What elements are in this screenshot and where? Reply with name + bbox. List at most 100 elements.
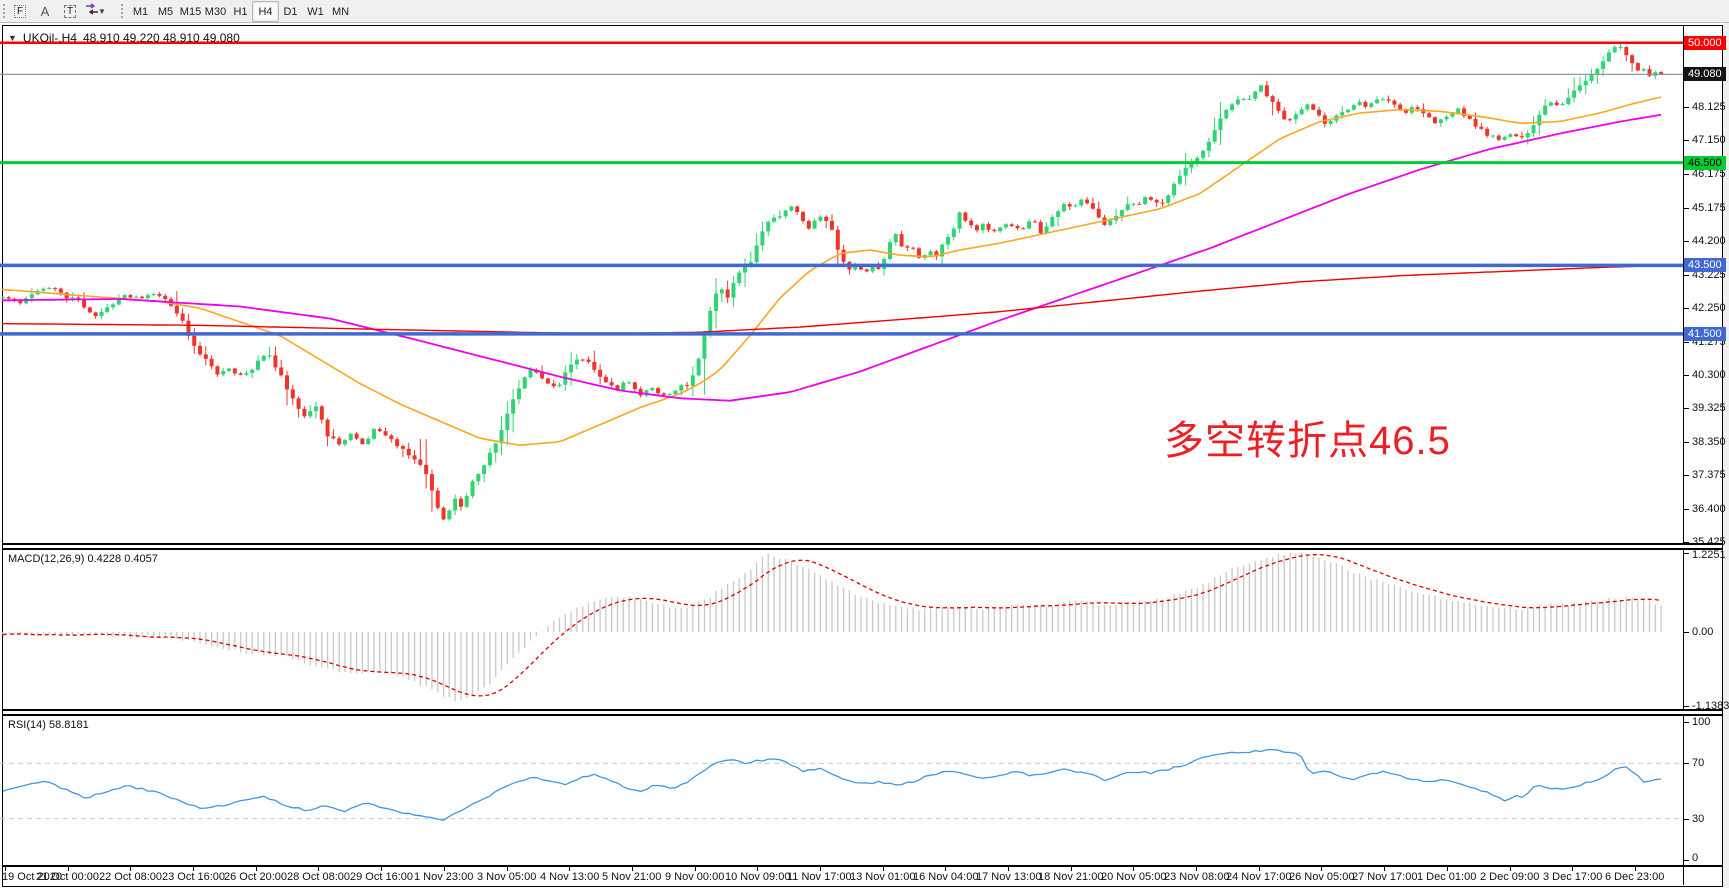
time-tick-label: 1 Dec 01:00 [1417,871,1477,883]
candle-body [1009,224,1014,226]
time-tick-mark [381,867,382,871]
timeframe-button-m5[interactable]: M5 [157,5,174,18]
text-tool-icon[interactable]: T [58,1,82,22]
time-axis-line [3,865,1722,867]
timeframe-button-w1[interactable]: W1 [307,5,324,18]
candle-body [1363,101,1368,107]
toolbar-drag-handle[interactable] [2,3,6,19]
candle-body [331,436,336,439]
candle-body [377,429,382,432]
price-tick-label: 42.250 [1692,302,1726,314]
time-tick-mark [1510,867,1511,871]
main-macd-separator[interactable] [3,543,1722,550]
candle-body [557,384,562,387]
candle-body [1322,115,1327,124]
time-tick-mark [695,867,696,871]
toolbar-group-handle[interactable] [120,3,124,19]
chart-title: ▼ UKOil-,H4 48.910 49.220 48.910 49.080 [8,31,240,45]
dropdown-caret-icon: ▼ [98,7,106,16]
candle-body [58,288,63,293]
price-level-tag-41.500: 41.500 [1684,327,1726,341]
objects-grid-icon[interactable]: F [8,1,32,22]
candle-body [812,220,817,229]
timeframe-button-d1[interactable]: D1 [283,5,298,18]
timeframe-button-m1[interactable]: M1 [132,5,149,18]
time-tick-label: 13 Nov 01:00 [850,871,916,883]
candle-body [1398,104,1403,110]
candle-body [371,429,376,439]
candle-body [1346,109,1351,113]
candle-body [0,297,5,299]
candle-body [493,443,498,453]
candle-body [441,507,446,520]
candle-body [911,247,916,249]
candle-body [963,212,968,221]
time-tick-mark [1196,867,1197,871]
candle-body [598,369,603,377]
candle-body [482,465,487,475]
candle-body [105,307,110,312]
candle-body [1201,150,1206,158]
candle-body [1380,99,1385,101]
candle-body [754,245,759,263]
grid-f-icon: F [13,5,27,18]
candle-body [841,249,846,262]
candle-body [1467,115,1472,119]
candle-body [1003,224,1008,228]
candle-body [1369,103,1374,107]
font-tool-icon[interactable]: A [40,4,50,19]
candle-body [400,446,405,449]
macd-rsi-separator[interactable] [3,709,1722,716]
rsi-tick-mark [1684,763,1689,764]
time-tick-mark [757,867,758,871]
timeframe-button-mn[interactable]: MN [331,5,350,18]
candle-body [163,295,168,300]
time-tick-mark [1572,867,1573,871]
candle-body [592,361,597,370]
timeframe-button-h4[interactable]: H4 [252,1,279,22]
candle-body [1351,105,1356,110]
candle-body [1230,104,1235,110]
price-tick-mark [1684,107,1689,108]
timeframe-button-h1[interactable]: H1 [233,5,248,18]
time-tick-label: 27 Nov 17:00 [1352,871,1418,883]
candle-body [470,481,475,497]
candle-body [679,385,684,391]
candle-body [1577,85,1582,91]
candle-body [1073,205,1078,207]
arrange-arrows-button[interactable]: ▼ [83,1,119,22]
time-tick-label: 9 Nov 00:00 [665,871,725,883]
candle-body [516,388,521,400]
candle-body [296,398,301,409]
time-tick-label: 20 Nov 05:00 [1101,871,1167,883]
candle-body [1392,100,1397,105]
candle-body [319,406,324,420]
rsi-line [2,748,1662,821]
ma-slow-red [1,264,1662,335]
time-tick-label: 23 Nov 08:00 [1164,871,1230,883]
candle-body [412,455,417,460]
candle-body [389,435,394,440]
price-tick-label: 40.300 [1692,369,1726,381]
candle-body [864,269,869,272]
macd-tick-mark [1684,632,1689,633]
time-tick-label: 3 Dec 17:00 [1543,871,1603,883]
candle-body [1143,197,1148,205]
time-tick-mark [68,867,69,871]
candle-body [766,221,771,232]
candle-body [916,248,921,258]
candle-body [232,368,237,374]
candle-body [1247,98,1252,100]
ma-mid-magenta [2,113,1662,402]
candle-body [1085,199,1090,204]
candle-body [186,320,191,336]
timeframe-button-m15[interactable]: M15 [179,5,202,18]
symbol-dropdown-caret[interactable]: ▼ [8,33,17,43]
candle-body [302,408,307,417]
candle-body [1496,135,1501,140]
price-tick-label: 37.375 [1692,469,1726,481]
timeframe-button-m30[interactable]: M30 [204,5,227,18]
price-tick-label: 46.175 [1692,168,1726,180]
rsi-axis-label: 0 [1692,852,1699,864]
